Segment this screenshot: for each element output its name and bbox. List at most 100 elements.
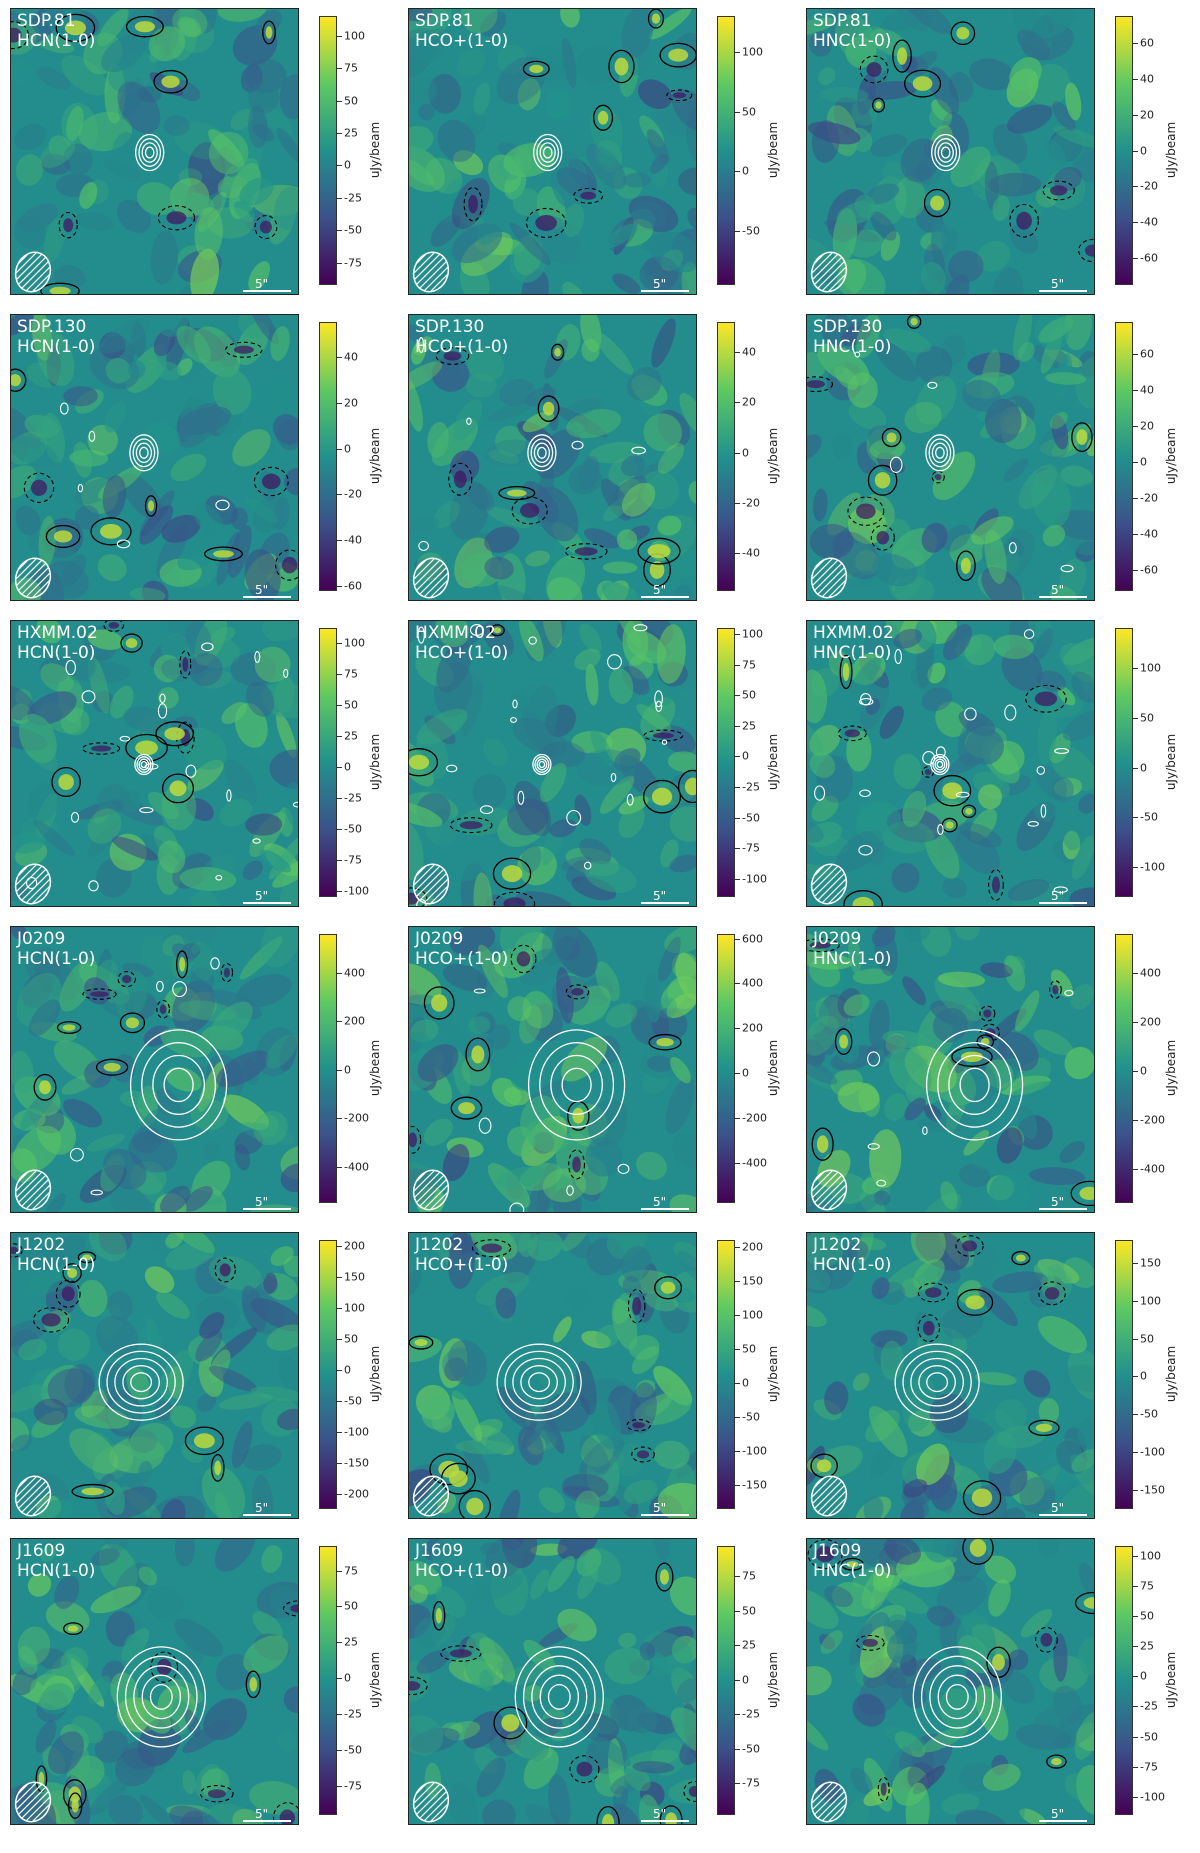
- line-label: HCN(1-0): [17, 643, 96, 663]
- colorbar-tick-label: 0: [344, 1063, 351, 1077]
- positive-contour: [811, 1127, 834, 1161]
- scale-bar: [1039, 1514, 1087, 1516]
- colorbar-tick-label: -40: [742, 546, 760, 560]
- colorbar-tick: [735, 1417, 740, 1419]
- scale-bar: [243, 1820, 291, 1822]
- continuum-contour: [550, 1054, 603, 1115]
- negative-contour: [980, 1023, 1001, 1042]
- continuum-contour: [226, 789, 232, 802]
- scale-bar-label: 5": [1051, 583, 1065, 597]
- continuum-contour: [522, 1655, 596, 1739]
- colorbar-unit-label: uJy/beam: [766, 1345, 781, 1402]
- continuum-contour: [141, 1674, 182, 1720]
- colorbar-tick: [735, 111, 740, 113]
- colorbar-tick: [1133, 1022, 1138, 1023]
- negative-contour: [626, 1418, 651, 1432]
- noise-field: [11, 621, 298, 906]
- colorbar-tick: [1133, 767, 1138, 769]
- colorbar-tick-label: -50: [1140, 810, 1158, 824]
- line-label: HCO+(1-0): [415, 1561, 509, 1581]
- continuum-contour: [537, 446, 547, 459]
- continuum-contour: [149, 1683, 173, 1710]
- scale-bar-label: 5": [653, 583, 667, 597]
- colorbar-tick: [1133, 1119, 1138, 1121]
- colorbar-tick: [337, 1750, 342, 1752]
- scale-bar: [1039, 902, 1087, 904]
- colorbar-tick: [1133, 1168, 1138, 1170]
- line-label: HCN(1-0): [17, 1255, 96, 1275]
- positive-contour: [1011, 1250, 1031, 1266]
- continuum-contour: [536, 138, 560, 167]
- negative-contour: [82, 988, 117, 1000]
- negative-contour: [855, 1634, 885, 1651]
- continuum-contour: [910, 1357, 964, 1407]
- colorbar-tick-label: 100: [742, 1308, 763, 1322]
- negative-contour: [569, 1755, 600, 1784]
- positive-contour: [677, 769, 696, 804]
- colorbar-tick-label: 50: [742, 688, 756, 702]
- colorbar-tick-label: 60: [1140, 347, 1154, 361]
- map-panel: HXMM.02 HNC(1-0) 5" 100 50 0 -50 -100 uJy/beam: [806, 620, 1196, 911]
- colorbar-unit-label: uJy/beam: [766, 121, 781, 178]
- intensity-map: HXMM.02 HCO+(1-0) 5": [408, 620, 697, 907]
- colorbar-tick: [1133, 497, 1138, 499]
- colorbar-unit-label: uJy/beam: [368, 733, 383, 790]
- positive-contour: [33, 1073, 57, 1101]
- scale-bar: [243, 290, 291, 292]
- colorbar-tick-label: -60: [1140, 251, 1158, 265]
- colorbar: [717, 1240, 735, 1509]
- positive-contour: [839, 654, 853, 690]
- continuum-contour: [617, 1163, 630, 1175]
- colorbar-tick-label: 50: [742, 1604, 756, 1618]
- colorbar-tick-label: 50: [742, 105, 756, 119]
- positive-contour: [51, 766, 81, 798]
- colorbar: [319, 1240, 337, 1509]
- continuum-contour: [934, 758, 946, 771]
- colorbar-tick-label: 75: [742, 1569, 756, 1583]
- colorbar-tick: [735, 1280, 740, 1282]
- colorbar-tick-label: 0: [1140, 1669, 1147, 1683]
- negative-contour: [931, 470, 945, 484]
- continuum-contour: [867, 1051, 881, 1067]
- colorbar-tick: [337, 1493, 342, 1495]
- line-label: HCO+(1-0): [415, 337, 509, 357]
- colorbar-tick-label: 60: [1140, 36, 1154, 50]
- colorbar-tick: [1133, 1646, 1138, 1648]
- colorbar-tick-label: 20: [742, 395, 756, 409]
- positive-contours: [811, 1028, 1094, 1207]
- colorbar-unit-label: uJy/beam: [1164, 1651, 1179, 1708]
- colorbar-tick: [735, 171, 740, 173]
- colorbar-tick: [1133, 78, 1138, 80]
- positive-contour: [176, 950, 189, 979]
- positive-contour: [11, 368, 27, 392]
- colorbar-tick-label: -100: [344, 884, 369, 898]
- colorbar-tick: [1133, 1376, 1138, 1378]
- colorbar-tick: [337, 100, 342, 102]
- colorbar-tick-label: 600: [742, 932, 763, 945]
- positive-contour: [867, 464, 898, 496]
- colorbar-tick-label: 50: [1140, 1332, 1154, 1345]
- positive-contours: [522, 9, 696, 131]
- negative-contours: [11, 1243, 236, 1333]
- colorbar-tick: [337, 859, 342, 861]
- positive-contour: [881, 427, 902, 448]
- continuum-contour: [607, 654, 622, 670]
- continuum-contour: [929, 1665, 986, 1729]
- noise-field: [409, 621, 696, 906]
- colorbar-unit-label: uJy/beam: [368, 1651, 383, 1708]
- colorbar-tick-label: -50: [742, 224, 760, 238]
- map-panel: J0209 HNC(1-0) 5" 400 200 0 -200 -400 uJy/beam: [806, 926, 1196, 1217]
- noise-field: [807, 9, 1094, 294]
- colorbar-tick: [735, 1485, 740, 1487]
- continuum-contour: [156, 980, 164, 992]
- colorbar-tick-label: -50: [1140, 1730, 1158, 1744]
- continuum-contours: [418, 337, 646, 551]
- colorbar-tick-label: 0: [742, 164, 749, 178]
- continuum-contour: [859, 789, 871, 798]
- colorbar-tick: [735, 1349, 740, 1350]
- source-label: J1202: [17, 1235, 66, 1255]
- colorbar-tick: [337, 1570, 342, 1572]
- negative-contour: [683, 1781, 696, 1802]
- continuum-contour: [1008, 542, 1017, 554]
- continuum-contour: [466, 417, 472, 425]
